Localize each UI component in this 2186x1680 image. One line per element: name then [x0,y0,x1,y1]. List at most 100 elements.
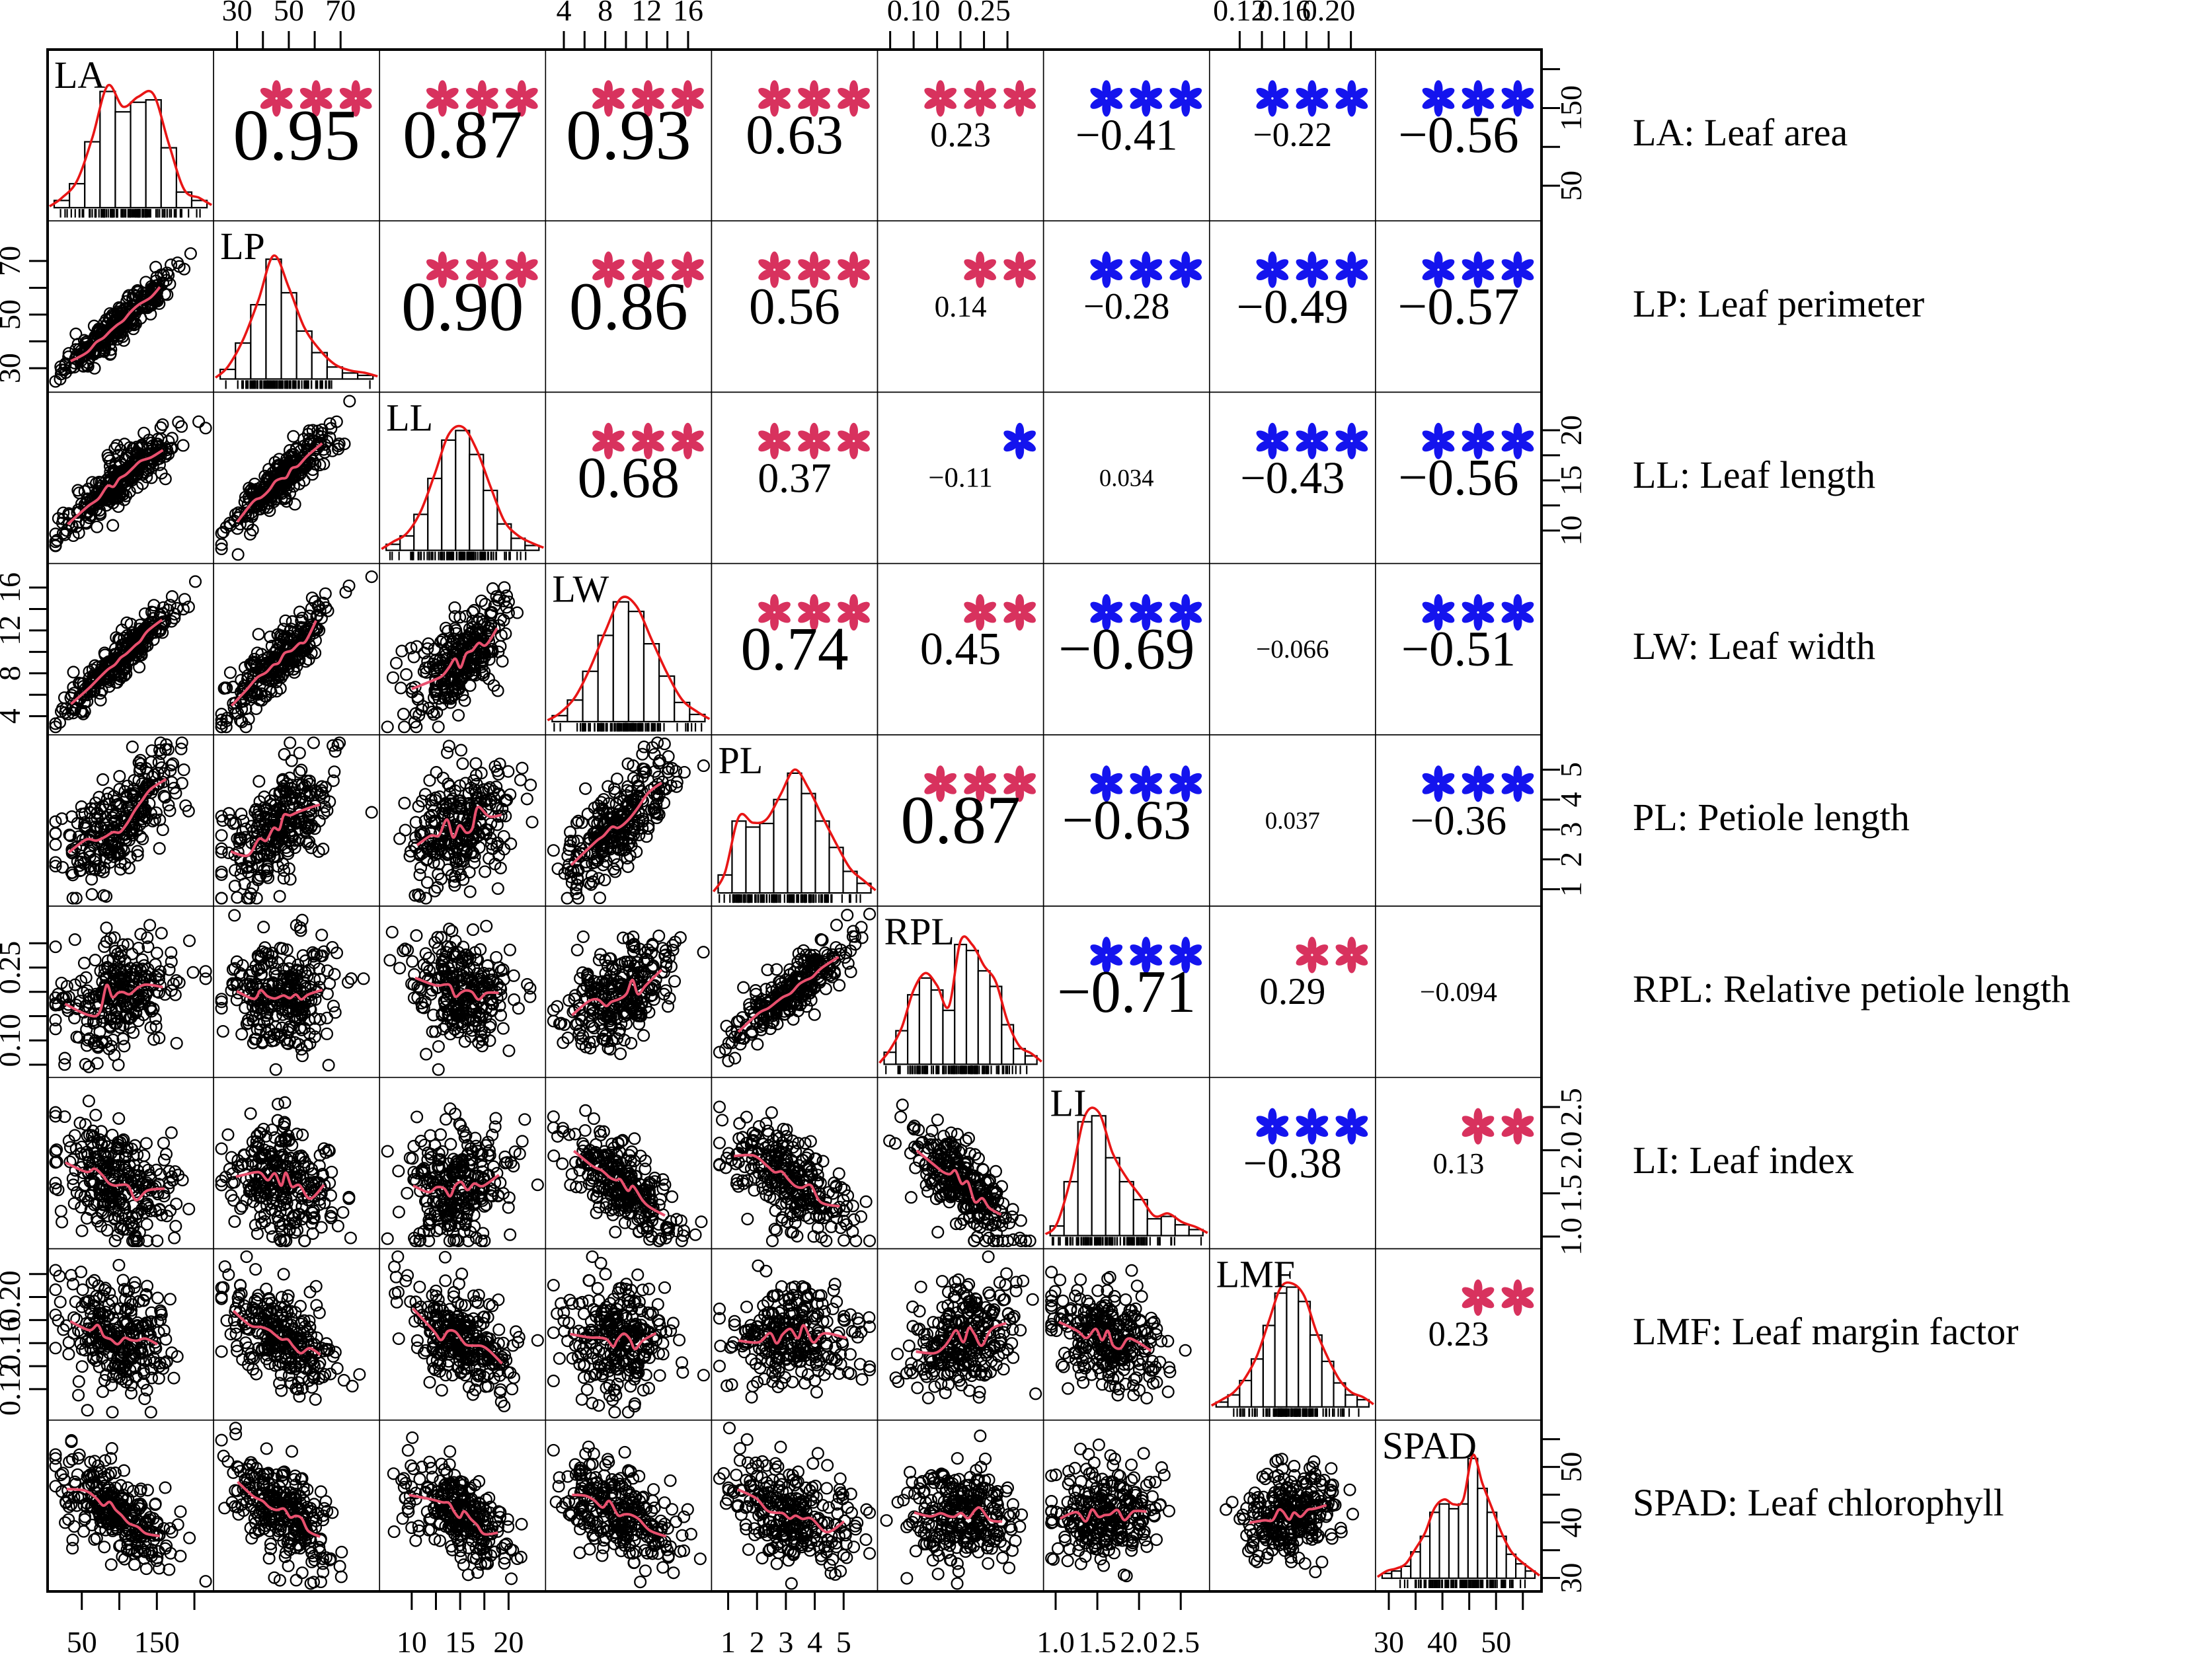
top-axis-RPL: 0.10 0.25 [887,0,1011,50]
panel-PL-LL [379,734,547,907]
panel-SPAD-LP [213,1419,381,1592]
smooth-line [69,1320,159,1346]
significance-star-icon [838,422,870,459]
significance-star-icon [1003,80,1036,117]
diag-label-LL: LL [386,396,433,439]
significance-star-icon [1462,422,1495,459]
corr-LA-PL: 0.63 [746,104,843,166]
corr-LA-LP: 0.95 [233,95,360,176]
panel-LMF-LW [545,1248,713,1421]
panel-SPAD-LA [47,1419,214,1592]
diag-label-PL: PL [718,739,763,782]
significance-star-icon [1335,936,1368,974]
corr-LMF-SPAD: 0.23 [1428,1315,1489,1354]
significance-star-icon [1090,765,1123,802]
panel-RPL-RPL: RPL [877,905,1044,1079]
top-axis-LMF: 0.120.160.20 [1213,0,1355,50]
significance-star-icon [592,80,625,117]
panel-RPL-PL [711,905,878,1079]
panel-LA-PL: 0.63 [711,49,878,222]
panel-LL-LMF: −0.43 [1208,391,1376,564]
smooth-line [411,627,498,691]
smooth-line [572,1149,666,1217]
scatter-points [49,1258,184,1419]
panel-LMF-PL [711,1248,878,1421]
scatter-points [880,1430,1029,1590]
significance-star-icon [1422,80,1455,117]
smooth-line [230,803,321,857]
significance-star-icon [1169,80,1202,117]
corr-LL-LI: 0.034 [1099,465,1154,492]
density-curve [547,595,711,722]
right-axis-LI: 1.01.52.02.5 [1542,1088,1588,1256]
top-axis-LP: 30 50 70 [222,0,356,50]
left-axis-LMF: 0.120.160.20 [0,1270,48,1416]
panel-SPAD-PL [711,1419,878,1592]
significance-star-icon [924,765,956,802]
panel-LP-LI: −0.28 [1042,220,1210,393]
panel-RPL-LP [213,905,381,1079]
corr-LW-LMF: −0.066 [1256,635,1329,664]
significance-star-icon [1090,80,1123,117]
density-curve [1376,1453,1541,1578]
significance-star-icon [1130,80,1163,117]
smooth-line [232,1309,321,1356]
panel-LI-LW [545,1077,713,1250]
smooth-line [914,1506,1003,1523]
corr-LW-LI: −0.69 [1058,617,1194,681]
diag-label-RPL: RPL [884,910,955,953]
significance-star-icon [1169,251,1202,288]
significance-star-icon [798,422,830,459]
panel-LW-LA [47,562,214,736]
significance-star-icon [632,251,664,288]
panel-LI-LMF: −0.38 [1208,1077,1376,1250]
panel-LW-LMF: −0.066 [1208,562,1376,736]
panel-PL-LP [213,734,381,907]
panel-LP-PL: 0.56 [711,220,878,393]
density-curve [878,935,1042,1064]
panel-PL-RPL: 0.87 [877,734,1044,907]
panel-LW-PL: 0.74 [711,562,878,736]
legend-item-LA: LA: Leaf area [1633,111,1848,154]
smooth-line [236,442,323,523]
panel-LA-LMF: −0.22 [1208,49,1376,222]
diag-label-LP: LP [220,225,265,268]
significance-star-icon [1422,765,1455,802]
panel-LW-RPL: 0.45 [877,562,1044,736]
panel-LP-SPAD: −0.57 [1375,220,1542,393]
significance-star-icon [592,251,625,288]
panel-LL-LI: 0.034 [1042,391,1210,564]
matrix-outer-frame [46,48,1543,1593]
significance-star-icon [758,80,791,117]
significance-star-icon [339,80,372,117]
significance-star-icon [1256,80,1289,117]
corr-LA-RPL: 0.23 [930,116,991,155]
significance-star-icon [964,251,996,288]
significance-star-icon [1169,936,1202,974]
significance-star-icon [1296,1108,1329,1145]
legend-item-LMF: LMF: Leaf margin factor [1633,1310,2019,1353]
corr-PL-LMF: 0.037 [1265,807,1320,834]
significance-star-icon [260,80,293,117]
significance-star-icon [1090,251,1123,288]
density-curve [381,424,545,551]
scatter-points [883,1098,1036,1248]
panel-PL-LW [545,734,713,907]
smooth-line [1249,1504,1327,1525]
significance-star-icon [506,80,538,117]
diag-label-LW: LW [552,568,609,611]
smooth-line [409,1494,498,1536]
significance-star-icon [1003,593,1036,631]
smooth-line [230,620,317,707]
rug-ticks [225,380,371,389]
density-curve [712,768,877,893]
panel-LA-LA: LA [47,49,214,222]
corr-PL-LI: −0.63 [1062,790,1191,851]
panel-PL-LMF: 0.037 [1208,734,1376,907]
scatter-points [215,570,378,734]
corr-LW-PL: 0.74 [740,615,848,683]
